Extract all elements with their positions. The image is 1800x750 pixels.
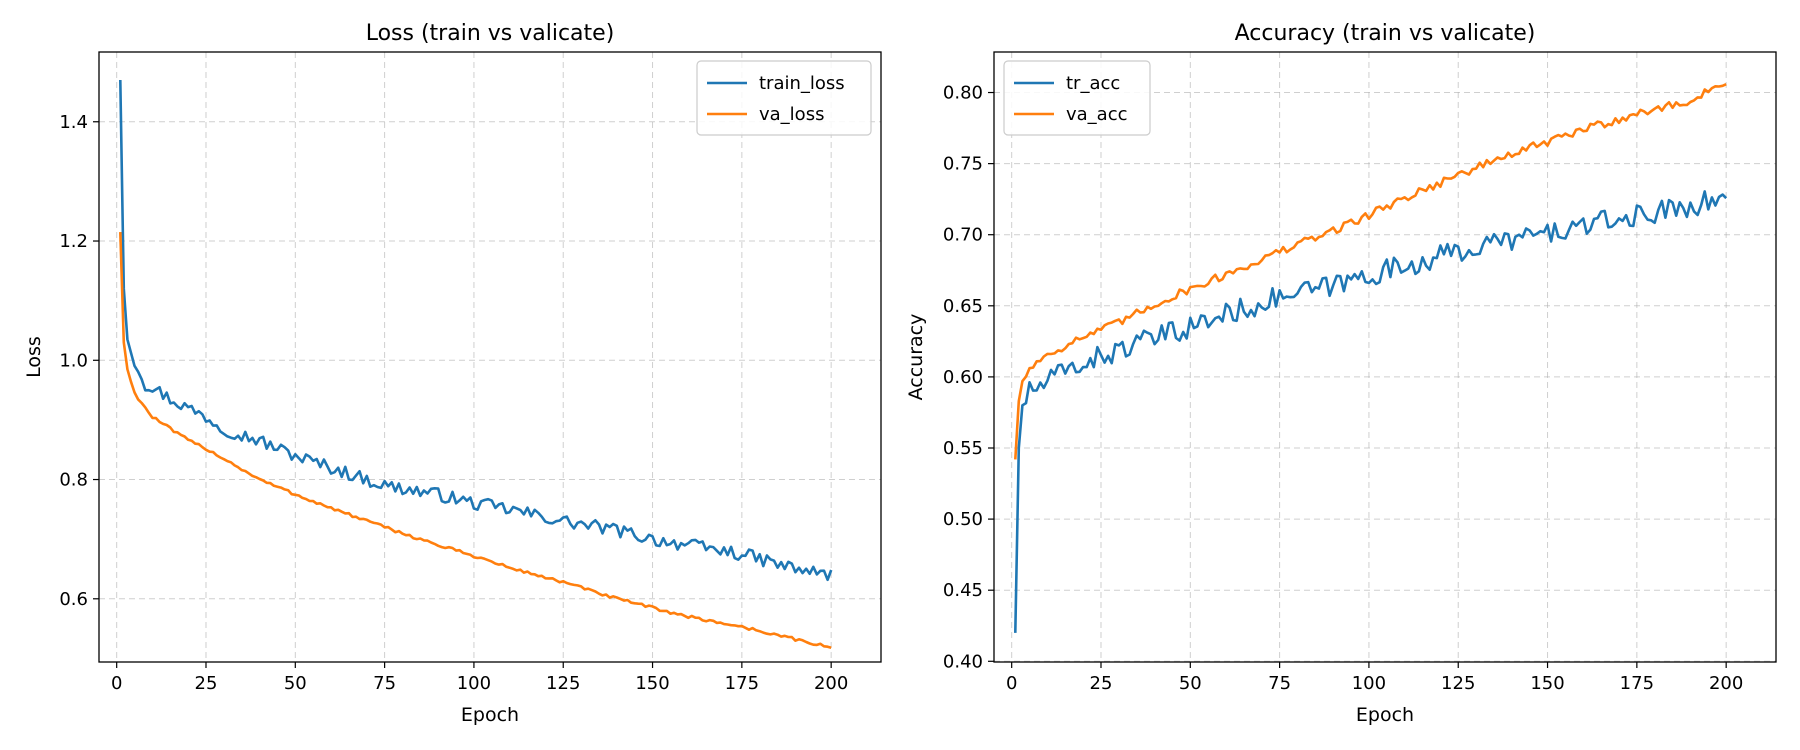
chart-title: Accuracy (train vs valicate)	[1235, 21, 1536, 46]
y-tick-label: 0.50	[943, 509, 983, 530]
y-tick-label: 0.6	[59, 589, 88, 610]
y-tick-label: 0.75	[943, 154, 983, 175]
y-tick-label: 0.45	[943, 580, 983, 601]
legend-label-va_loss: va_loss	[759, 104, 824, 125]
y-tick-label: 0.65	[943, 296, 983, 317]
accuracy-panel: 0 25 50 75 100 125 150 175 200 0.40 0.45 0.50 0.55 0.…	[905, 21, 1777, 726]
x-tick-label: 100	[457, 673, 491, 694]
x-tick-label: 75	[373, 673, 396, 694]
x-tick-label: 25	[195, 673, 218, 694]
plot-frame	[98, 51, 882, 663]
legend-box	[1003, 60, 1151, 136]
x-tick-label: 200	[1709, 673, 1743, 694]
y-tick-label: 0.70	[943, 225, 983, 246]
legend-label-va_acc: va_acc	[1066, 104, 1128, 125]
legend: tr_acc va_acc	[1003, 60, 1151, 136]
y-tick-label: 0.80	[943, 83, 983, 104]
x-tick-label: 175	[1620, 673, 1654, 694]
x-tick-label: 0	[1006, 673, 1017, 694]
x-axis-label: Epoch	[461, 704, 519, 726]
y-tick-label: 1.4	[59, 112, 88, 133]
x-tick-label: 100	[1352, 673, 1386, 694]
legend-box	[696, 60, 872, 136]
legend-label-tr_acc: tr_acc	[1066, 73, 1120, 94]
y-tick-label: 0.40	[943, 651, 983, 672]
y-tick-label: 1.2	[59, 231, 88, 252]
series-line-train_loss	[119, 79, 833, 582]
legend: train_loss va_loss	[696, 60, 872, 136]
x-tick-label: 150	[635, 673, 669, 694]
x-tick-label: 50	[284, 673, 307, 694]
y-tick-label: 1.0	[59, 350, 88, 371]
y-tick-label: 0.60	[943, 367, 983, 388]
x-tick-label: 50	[1179, 673, 1202, 694]
series-line-va_acc	[1014, 83, 1727, 460]
x-tick-label: 150	[1530, 673, 1564, 694]
legend-label-train_loss: train_loss	[759, 73, 845, 94]
y-tick-label: 0.8	[59, 470, 88, 491]
x-tick-label: 25	[1090, 673, 1113, 694]
plot-frame	[993, 51, 1777, 663]
chart-title: Loss (train vs valicate)	[366, 21, 615, 46]
x-tick-label: 75	[1268, 673, 1291, 694]
x-tick-label: 0	[111, 673, 122, 694]
y-axis-label: Loss	[23, 336, 45, 378]
y-axis-label: Accuracy	[905, 314, 927, 401]
x-tick-label: 200	[814, 673, 848, 694]
x-axis-label: Epoch	[1356, 704, 1414, 726]
x-tick-label: 125	[546, 673, 580, 694]
x-tick-label: 125	[1441, 673, 1475, 694]
y-tick-label: 0.55	[943, 438, 983, 459]
series-line-tr_acc	[1014, 190, 1728, 633]
x-tick-label: 175	[725, 673, 759, 694]
loss-panel: 0 25 50 75 100 125 150 175 200 0.6 0.8 1.0 1.2 1.4 Los…	[23, 21, 882, 726]
series-line-va_loss	[119, 232, 832, 650]
